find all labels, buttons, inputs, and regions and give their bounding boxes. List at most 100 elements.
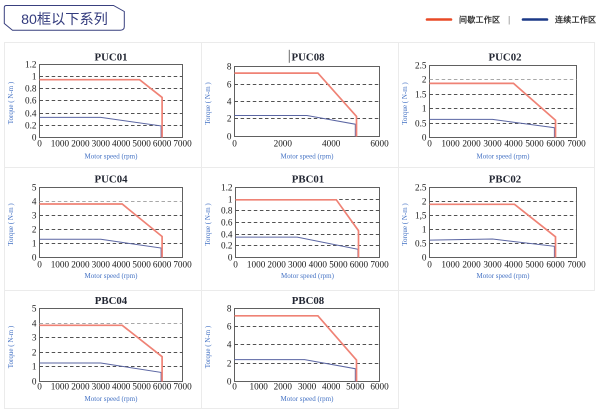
svg-text:PUC02: PUC02 — [489, 51, 522, 63]
svg-text:Torque ( N-m ): Torque ( N-m ) — [204, 82, 212, 125]
svg-text:4000: 4000 — [322, 139, 341, 149]
svg-text:4000: 4000 — [112, 259, 131, 269]
svg-text:0.6: 0.6 — [221, 218, 233, 228]
svg-text:1000: 1000 — [441, 139, 460, 149]
svg-text:PBC02: PBC02 — [489, 174, 521, 186]
svg-text:Torque ( N-m ): Torque ( N-m ) — [401, 82, 409, 125]
svg-text:4: 4 — [32, 197, 37, 207]
svg-text:0: 0 — [422, 133, 427, 143]
svg-text:0: 0 — [32, 377, 37, 387]
svg-text:7000: 7000 — [173, 259, 192, 269]
svg-text:PUC04: PUC04 — [95, 174, 129, 186]
svg-text:5: 5 — [32, 304, 37, 314]
svg-text:2000: 2000 — [274, 381, 293, 391]
svg-text:3: 3 — [32, 211, 37, 221]
svg-text:6000: 6000 — [153, 259, 172, 269]
svg-text:6000: 6000 — [546, 139, 565, 149]
svg-text:4000: 4000 — [504, 139, 523, 149]
svg-text:1.2: 1.2 — [221, 183, 233, 193]
svg-text:0.2: 0.2 — [25, 121, 37, 131]
svg-text:1,5: 1,5 — [415, 211, 427, 221]
svg-text:1000: 1000 — [51, 259, 70, 269]
svg-text:2: 2 — [32, 225, 37, 235]
svg-text:6000: 6000 — [370, 139, 389, 149]
svg-text:0: 0 — [422, 253, 427, 263]
svg-text:4000: 4000 — [112, 381, 131, 391]
svg-text:6: 6 — [227, 322, 232, 332]
svg-text:Motor speed (rpm): Motor speed (rpm) — [85, 152, 139, 160]
svg-text:2: 2 — [32, 348, 37, 358]
svg-text:5000: 5000 — [346, 381, 365, 391]
svg-text:Motor speed (rpm): Motor speed (rpm) — [281, 272, 335, 280]
svg-text:0: 0 — [227, 377, 232, 387]
svg-text:0.4: 0.4 — [25, 109, 37, 119]
svg-text:间歇工作区: 间歇工作区 — [459, 14, 500, 24]
svg-text:4: 4 — [227, 340, 232, 350]
svg-text:1: 1 — [228, 195, 233, 205]
svg-text:6000: 6000 — [153, 139, 172, 149]
svg-text:3000: 3000 — [288, 259, 307, 269]
svg-text:Torque ( N-m ): Torque ( N-m ) — [7, 81, 15, 124]
svg-text:3000: 3000 — [483, 259, 502, 269]
svg-text:5000: 5000 — [132, 139, 151, 149]
svg-text:2: 2 — [422, 197, 427, 207]
svg-text:2000: 2000 — [267, 259, 286, 269]
svg-text:8: 8 — [227, 62, 232, 72]
svg-text:Motor speed (rpm): Motor speed (rpm) — [477, 152, 531, 160]
svg-text:Motor speed (rpm): Motor speed (rpm) — [477, 272, 531, 280]
svg-text:5000: 5000 — [132, 259, 151, 269]
svg-text:1000: 1000 — [250, 381, 269, 391]
svg-text:6000: 6000 — [546, 259, 565, 269]
svg-text:5000: 5000 — [132, 381, 151, 391]
svg-text:Torque ( N-m ): Torque ( N-m ) — [7, 203, 15, 246]
svg-text:Torque ( N-m ): Torque ( N-m ) — [7, 325, 15, 368]
svg-text:5000: 5000 — [525, 259, 544, 269]
svg-text:0: 0 — [232, 139, 237, 149]
svg-text:3000: 3000 — [92, 139, 111, 149]
svg-text:7000: 7000 — [567, 259, 586, 269]
svg-text:PBC08: PBC08 — [292, 295, 325, 307]
svg-text:1: 1 — [32, 239, 37, 249]
svg-text:6000: 6000 — [350, 259, 369, 269]
svg-text:1000: 1000 — [247, 259, 266, 269]
svg-text:Motor speed (rpm): Motor speed (rpm) — [281, 395, 335, 403]
svg-text:PUC01: PUC01 — [95, 51, 128, 63]
svg-text:0: 0 — [227, 132, 232, 142]
svg-text:6: 6 — [227, 80, 232, 90]
svg-text:3: 3 — [32, 333, 37, 343]
svg-text:7000: 7000 — [173, 381, 192, 391]
svg-text:2.5: 2.5 — [415, 61, 427, 71]
svg-text:PBC01: PBC01 — [292, 174, 324, 186]
svg-text:2: 2 — [422, 75, 427, 85]
svg-text:0.8: 0.8 — [221, 206, 233, 216]
svg-text:1: 1 — [32, 72, 37, 82]
svg-text:1.2: 1.2 — [25, 60, 37, 70]
svg-text:4: 4 — [32, 319, 37, 329]
svg-text:80框以下系列: 80框以下系列 — [21, 12, 108, 28]
svg-text:0.4: 0.4 — [221, 230, 233, 240]
svg-text:2: 2 — [227, 114, 232, 124]
svg-text:0: 0 — [37, 381, 42, 391]
svg-text:4000: 4000 — [322, 381, 341, 391]
svg-text:Torque ( N-m ): Torque ( N-m ) — [204, 325, 212, 368]
svg-text:连续工作区: 连续工作区 — [555, 14, 596, 24]
svg-text:|: | — [508, 14, 510, 24]
svg-text:1: 1 — [422, 104, 427, 114]
svg-text:8: 8 — [227, 304, 232, 314]
svg-text:0: 0 — [233, 259, 238, 269]
svg-text:Torque ( N-m ): Torque ( N-m ) — [204, 203, 212, 246]
svg-text:1: 1 — [32, 362, 37, 372]
svg-text:0.8: 0.8 — [25, 84, 37, 94]
svg-text:0: 0 — [427, 259, 432, 269]
svg-text:2: 2 — [227, 359, 232, 369]
svg-text:Motor speed (rpm): Motor speed (rpm) — [281, 152, 335, 160]
svg-text:PUC08: PUC08 — [292, 51, 326, 63]
svg-text:0.5: 0.5 — [415, 119, 427, 129]
svg-text:3000: 3000 — [483, 139, 502, 149]
svg-text:3000: 3000 — [298, 381, 317, 391]
svg-text:2000: 2000 — [71, 139, 90, 149]
svg-text:1: 1 — [422, 225, 427, 235]
svg-text:Motor speed (rpm): Motor speed (rpm) — [85, 395, 139, 403]
svg-text:4000: 4000 — [112, 139, 131, 149]
svg-text:2000: 2000 — [71, 259, 90, 269]
